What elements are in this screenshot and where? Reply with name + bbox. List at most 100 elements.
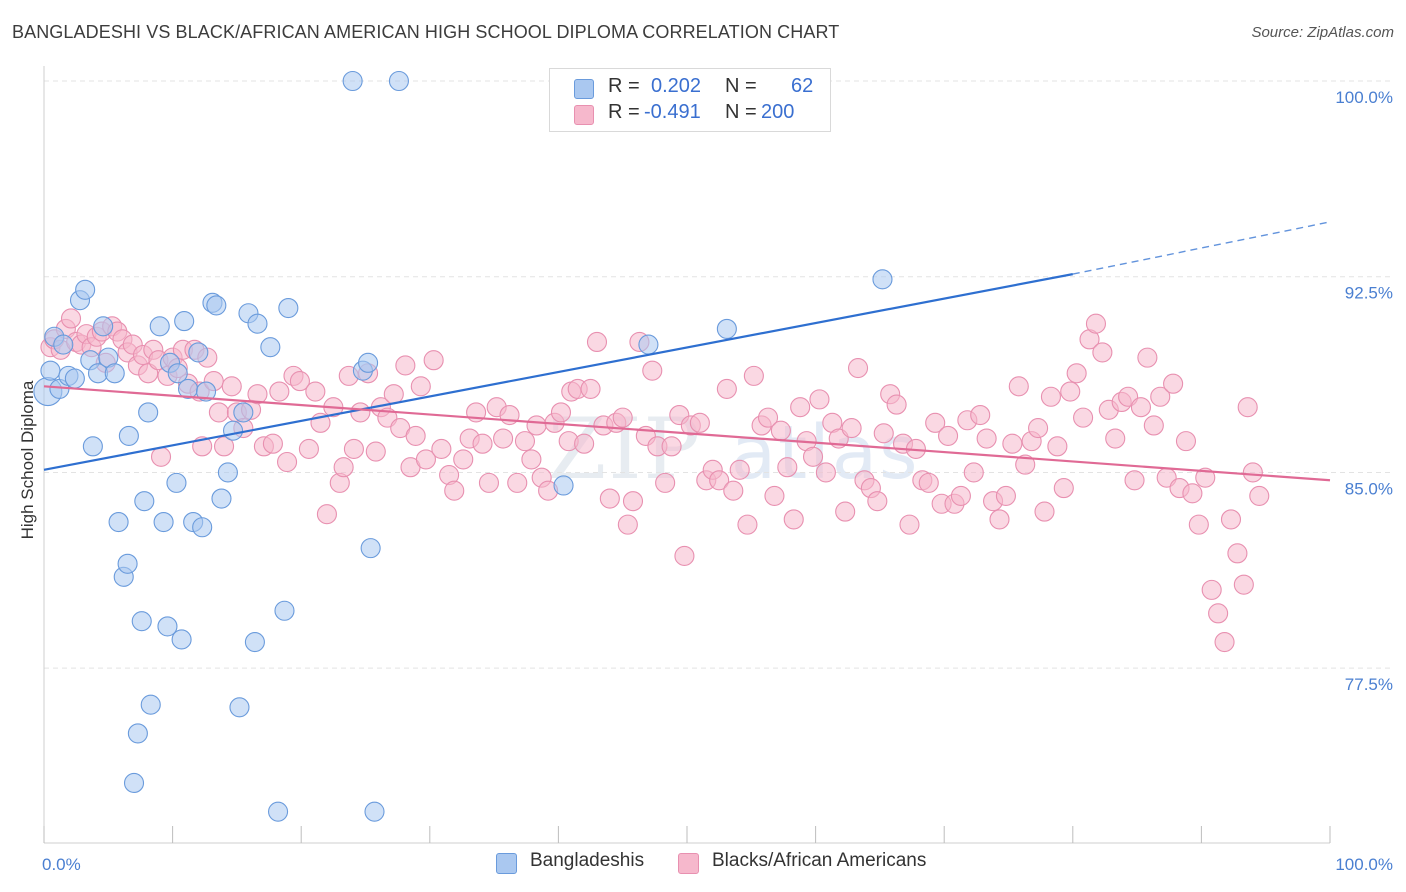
data-point xyxy=(841,418,862,439)
data-point xyxy=(213,436,235,457)
blue-series-points xyxy=(33,70,893,822)
data-point xyxy=(1053,478,1074,499)
data-point xyxy=(268,801,289,822)
data-point xyxy=(521,449,542,470)
data-point xyxy=(405,425,426,446)
data-point xyxy=(689,412,710,433)
data-point xyxy=(1124,470,1145,491)
data-point xyxy=(478,472,500,493)
data-point xyxy=(963,462,984,483)
data-point xyxy=(298,438,319,460)
data-point xyxy=(260,337,281,358)
data-point xyxy=(343,438,364,460)
data-point xyxy=(872,269,893,290)
data-point xyxy=(612,407,633,428)
data-point xyxy=(60,308,82,329)
data-point xyxy=(247,384,268,405)
data-point xyxy=(674,545,695,566)
data-point xyxy=(622,491,644,512)
data-point xyxy=(244,632,265,653)
data-point xyxy=(716,378,737,399)
data-point xyxy=(166,472,187,493)
data-point xyxy=(365,441,386,462)
data-point xyxy=(277,451,298,473)
data-point xyxy=(444,480,465,501)
data-point xyxy=(886,394,907,415)
data-point xyxy=(138,402,159,423)
data-point xyxy=(150,446,172,467)
data-point xyxy=(131,611,152,632)
y-tick-label: 77.5% xyxy=(1345,675,1393,694)
data-point xyxy=(383,384,404,405)
data-point xyxy=(757,407,779,428)
data-point xyxy=(899,514,920,535)
axes xyxy=(43,66,1331,844)
data-point xyxy=(1028,418,1049,439)
x-tick-label-start: 0.0% xyxy=(42,855,81,874)
data-point xyxy=(222,420,244,441)
data-point xyxy=(1085,313,1106,334)
data-point xyxy=(586,331,608,353)
data-point xyxy=(233,402,254,423)
data-point xyxy=(574,433,595,454)
data-point xyxy=(1040,386,1061,407)
data-point xyxy=(167,363,188,384)
data-point xyxy=(93,316,114,337)
trend-lines xyxy=(43,221,1331,482)
data-point xyxy=(550,402,572,423)
data-point xyxy=(1233,574,1254,595)
data-point xyxy=(274,600,295,621)
data-point xyxy=(342,70,363,92)
data-point xyxy=(395,355,416,376)
data-point xyxy=(127,723,148,744)
data-point xyxy=(149,316,170,337)
data-point xyxy=(289,371,310,392)
data-point xyxy=(723,480,744,501)
bottom-legend-label: Bangladeshis xyxy=(530,850,645,871)
x-tick-label-end: 100.0% xyxy=(1335,855,1393,874)
data-point xyxy=(140,694,161,715)
legend-row-blacks: R = -0.491 N = 200 xyxy=(550,101,830,127)
data-point xyxy=(229,697,250,718)
legend-swatch-pink xyxy=(574,105,594,125)
source-label: Source: ZipAtlas.com xyxy=(1251,24,1394,41)
y-tick-labels: 100.0% 92.5% 85.0% 77.5% xyxy=(1335,88,1393,694)
data-point xyxy=(1092,342,1113,363)
data-point xyxy=(783,509,804,530)
data-point xyxy=(938,425,959,446)
data-point xyxy=(278,297,299,319)
data-point xyxy=(262,433,283,454)
data-point xyxy=(1143,415,1164,436)
correlation-legend: R = 0.202 N = 62 R = -0.491 N = 200 xyxy=(549,68,831,132)
trend-line-blacks xyxy=(43,385,1331,482)
data-point xyxy=(599,488,620,509)
data-point xyxy=(316,504,337,525)
data-point xyxy=(638,334,659,355)
data-point xyxy=(1137,347,1158,368)
y-tick-label: 92.5% xyxy=(1345,284,1393,303)
data-point xyxy=(431,438,452,460)
data-point xyxy=(925,412,946,433)
data-point xyxy=(1130,397,1152,418)
data-point xyxy=(134,491,155,512)
data-point xyxy=(716,318,737,339)
trend-line-bangladeshis xyxy=(43,273,1074,471)
legend-n-label: N = xyxy=(725,101,757,123)
data-point xyxy=(918,472,939,493)
data-point xyxy=(790,397,811,418)
data-point xyxy=(472,433,493,454)
bottom-legend-label: Blacks/African Americans xyxy=(712,850,927,871)
pink-series-points xyxy=(40,308,1270,653)
data-point xyxy=(269,381,290,402)
data-point xyxy=(157,616,178,637)
data-point xyxy=(211,488,232,509)
data-point xyxy=(221,376,242,397)
data-point xyxy=(1105,428,1126,449)
data-point xyxy=(360,538,381,559)
data-point xyxy=(174,311,195,332)
data-point xyxy=(777,457,798,478)
data-point xyxy=(709,470,730,491)
data-point xyxy=(1047,436,1068,457)
data-point xyxy=(247,313,268,334)
data-point xyxy=(809,389,830,410)
